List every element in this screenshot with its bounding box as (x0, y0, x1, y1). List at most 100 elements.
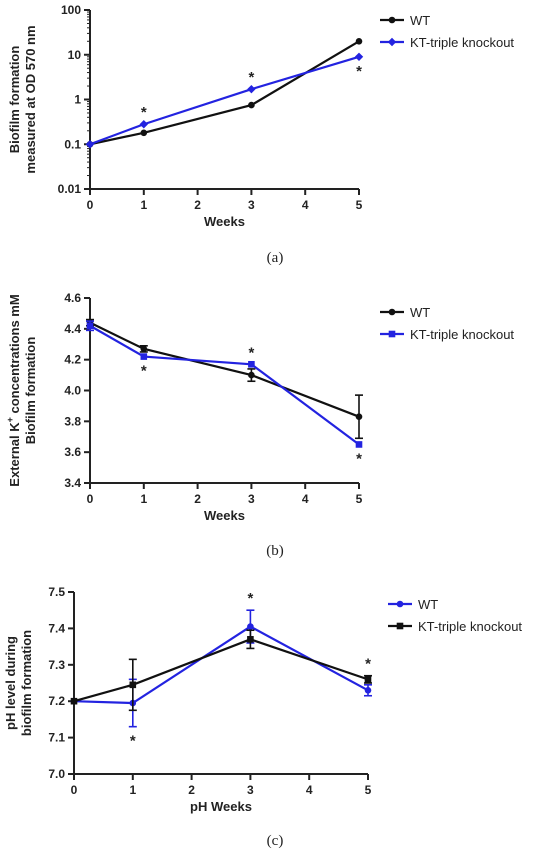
x-tick-label: 5 (356, 492, 363, 506)
significance-marker: * (356, 63, 362, 80)
x-tick-label: 3 (248, 492, 255, 506)
legend-label: KT-triple knockout (410, 327, 514, 342)
data-point (85, 140, 95, 149)
x-tick-label: 4 (302, 492, 309, 506)
chart-panel-3: 7.0 7.1 7.2 7.3 7.4 7.5 0 1 2 3 4 5 pH Weeks pH level… (3, 585, 522, 849)
x-tick-label: 2 (194, 492, 201, 506)
significance-marker: * (141, 104, 147, 121)
significance-marker: * (248, 69, 254, 86)
legend-marker (396, 600, 404, 608)
y-tick-label: 4.0 (64, 384, 81, 398)
legend-label: WT (418, 597, 438, 612)
series-2 (85, 52, 364, 149)
data-point (355, 441, 363, 448)
data-point (139, 120, 148, 129)
legend-label: KT-triple knockout (410, 35, 514, 50)
data-point (248, 101, 255, 109)
y-tick-label: 0.01 (58, 182, 82, 196)
series-1 (86, 318, 363, 440)
y-tick-label: 7.1 (48, 731, 65, 745)
y-tick-label: 100 (61, 3, 81, 17)
significance-marker: * (356, 450, 362, 467)
data-point (140, 345, 148, 353)
series-line (73, 638, 369, 703)
x-tick-label: 5 (356, 198, 363, 212)
y-axis-title: biofilm formation (19, 630, 34, 736)
y-tick-label: 7.5 (48, 585, 65, 599)
significance-marker: * (248, 344, 254, 361)
y-tick-label: 4.2 (64, 353, 81, 367)
x-tick-label: 2 (188, 783, 195, 797)
data-point (248, 371, 255, 379)
data-point (364, 676, 372, 683)
y-tick-label: 4.6 (64, 291, 81, 305)
data-point (140, 129, 148, 137)
data-point (364, 686, 372, 694)
y-axis-title: External K+ concentrations mM (5, 294, 22, 486)
data-point (247, 84, 256, 94)
x-tick-label: 5 (365, 783, 372, 797)
legend-label: WT (410, 305, 430, 320)
x-axis-title: Weeks (204, 508, 245, 523)
legend-label: KT-triple knockout (418, 619, 522, 634)
x-tick-label: 0 (87, 198, 94, 212)
x-tick-label: 3 (247, 783, 254, 797)
y-axis-title: Biofilm formation (23, 337, 38, 445)
y-tick-label: 7.3 (48, 658, 65, 672)
panel-caption: (a) (267, 250, 284, 266)
data-point (355, 37, 363, 45)
data-point (247, 636, 254, 643)
x-tick-label: 1 (129, 783, 136, 797)
legend-marker (388, 16, 396, 24)
y-tick-label: 3.6 (64, 445, 81, 459)
y-axis-title: measured at OD 570 nm (23, 25, 38, 173)
x-tick-label: 4 (302, 198, 309, 212)
legend-marker (387, 37, 397, 47)
series-line (89, 324, 360, 446)
series-2 (86, 320, 363, 448)
x-axis-title: Weeks (204, 214, 245, 229)
x-tick-label: 4 (306, 783, 313, 797)
x-tick-label: 3 (248, 198, 255, 212)
y-tick-label: 7.2 (48, 694, 65, 708)
legend-marker (396, 622, 404, 630)
series-2 (70, 629, 372, 712)
x-tick-label: 0 (71, 783, 78, 797)
y-tick-label: 3.8 (64, 414, 81, 428)
y-tick-label: 4.4 (64, 322, 81, 336)
data-point (86, 322, 94, 330)
legend-marker (388, 308, 396, 316)
y-tick-label: 1 (74, 93, 81, 107)
y-axis-title-sup: + (5, 417, 15, 422)
y-tick-label: 7.0 (48, 767, 65, 781)
data-point (355, 413, 363, 421)
x-tick-label: 0 (87, 492, 94, 506)
data-point (140, 353, 148, 360)
data-point (354, 52, 364, 61)
data-point (129, 681, 137, 689)
y-axis-title-part: concentrations mM (7, 294, 22, 417)
legend-marker (388, 330, 396, 338)
x-tick-label: 1 (140, 492, 147, 506)
data-point (247, 623, 254, 630)
series-line (89, 55, 360, 146)
significance-marker: * (365, 656, 371, 673)
x-tick-label: 2 (194, 198, 201, 212)
panel-caption: (c) (267, 833, 284, 849)
panel-caption: (b) (266, 543, 284, 559)
significance-marker: * (247, 590, 253, 607)
chart-panel-2: 3.4 3.6 3.8 4.0 4.2 4.4 4.6 0 1 2 3 4 5 Weeks External… (5, 291, 514, 559)
y-tick-label: 7.4 (48, 621, 65, 635)
x-tick-label: 1 (140, 198, 147, 212)
y-tick-label: 3.4 (64, 476, 81, 490)
y-axis-title: Biofilm formation (7, 46, 22, 154)
chart-panel-1: 0.01 0.1 1 10 100 0 1 2 3 4 5 Weeks Biofilm formatio… (7, 3, 514, 266)
series-line (89, 321, 360, 418)
y-axis-title: pH level during (3, 636, 18, 730)
data-point (70, 697, 78, 705)
x-axis-title: pH Weeks (190, 799, 252, 814)
significance-marker: * (141, 363, 147, 380)
y-tick-label: 0.1 (64, 137, 81, 151)
significance-marker: * (130, 733, 136, 750)
